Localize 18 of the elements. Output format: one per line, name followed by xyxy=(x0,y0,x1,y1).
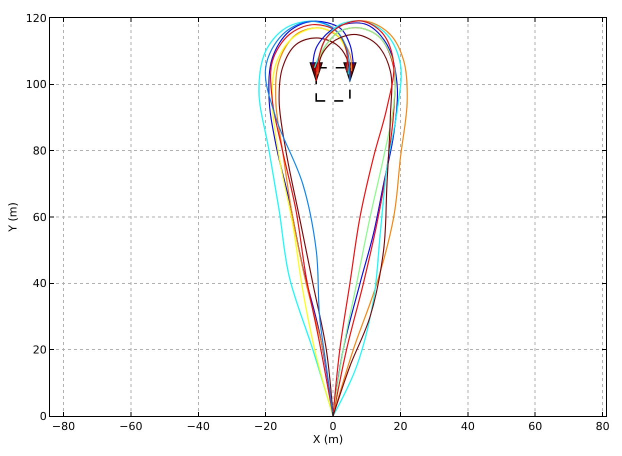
x-tick-label: 0 xyxy=(330,420,337,434)
y-tick-label: 120 xyxy=(26,12,47,25)
x-axis-title: X (m) xyxy=(312,433,344,446)
x-tick-label: −40 xyxy=(186,420,210,434)
y-tick-label: 60 xyxy=(32,210,47,224)
y-tick-label: 100 xyxy=(26,78,47,92)
y-axis-title: Y (m) xyxy=(6,202,20,233)
x-tick-label: 80 xyxy=(596,420,610,434)
x-tick-label: 60 xyxy=(528,420,542,434)
y-tick-label: 0 xyxy=(40,410,47,423)
y-tick-label: 20 xyxy=(32,344,47,357)
x-tick-label: −60 xyxy=(119,420,142,434)
x-tick-label: 20 xyxy=(393,420,408,434)
x-tick-label: −80 xyxy=(52,420,76,434)
y-tick-label: 80 xyxy=(32,144,47,158)
x-tick-label: −20 xyxy=(254,420,278,434)
x-tick-label: 40 xyxy=(460,420,475,434)
y-tick-label: 40 xyxy=(32,277,47,290)
